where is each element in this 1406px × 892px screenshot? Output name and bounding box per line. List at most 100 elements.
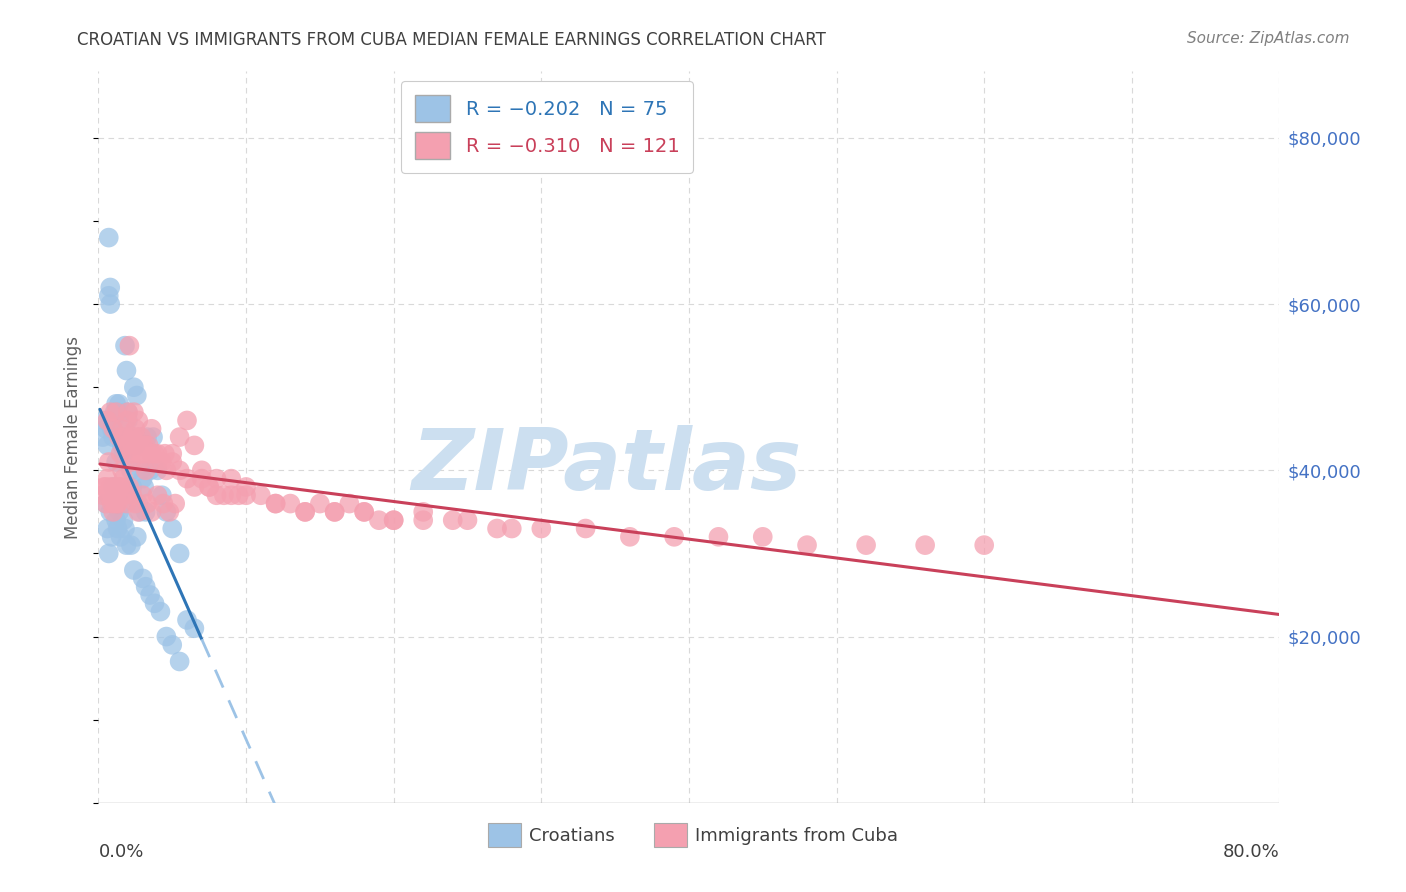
Point [353, 505, 375, 519]
Point [162, 447, 183, 461]
Point [115, 497, 138, 511]
Point [128, 505, 150, 519]
Point [250, 488, 273, 502]
Point [117, 405, 139, 419]
Point [114, 488, 136, 502]
Point [100, 422, 122, 436]
Point [110, 480, 132, 494]
Point [176, 413, 198, 427]
Point [183, 621, 205, 635]
Point [191, 463, 214, 477]
Point [96, 521, 118, 535]
Point [97, 230, 120, 244]
Point [110, 530, 132, 544]
Point [530, 521, 553, 535]
Point [135, 580, 157, 594]
Point [94, 480, 117, 494]
Point [183, 438, 205, 452]
Point [368, 513, 391, 527]
Point [97, 546, 120, 560]
Point [796, 538, 818, 552]
Point [120, 463, 142, 477]
Point [107, 521, 129, 535]
Point [96, 438, 118, 452]
Point [105, 397, 128, 411]
Point [124, 438, 146, 452]
Point [294, 505, 316, 519]
Point [103, 413, 125, 427]
FancyBboxPatch shape [488, 823, 522, 847]
Point [132, 438, 155, 452]
Point [176, 613, 198, 627]
Point [150, 455, 173, 469]
Point [117, 405, 139, 419]
Point [169, 463, 191, 477]
Point [139, 463, 162, 477]
Point [100, 530, 122, 544]
Text: Croatians: Croatians [530, 827, 616, 845]
Point [98, 505, 121, 519]
Point [118, 480, 141, 494]
Point [141, 447, 163, 461]
Point [139, 588, 162, 602]
Point [129, 430, 152, 444]
Point [107, 497, 129, 511]
Point [294, 505, 316, 519]
Point [132, 488, 155, 502]
Point [183, 480, 205, 494]
Point [486, 521, 509, 535]
Point [141, 422, 163, 436]
Point [235, 480, 257, 494]
Point [169, 655, 191, 669]
Point [108, 430, 131, 444]
Point [104, 497, 127, 511]
Point [111, 422, 134, 436]
Point [111, 463, 134, 477]
Point [105, 455, 128, 469]
Point [125, 388, 148, 402]
Point [264, 497, 287, 511]
Point [135, 438, 157, 452]
Point [155, 463, 177, 477]
Point [112, 447, 135, 461]
Text: ZIPatlas: ZIPatlas [411, 425, 801, 508]
Point [619, 530, 641, 544]
Text: 0.0%: 0.0% [98, 843, 143, 861]
Point [280, 497, 302, 511]
Point [104, 497, 127, 511]
Point [382, 513, 405, 527]
Point [97, 455, 120, 469]
Point [169, 430, 191, 444]
Point [98, 280, 121, 294]
Point [94, 497, 117, 511]
Text: 80.0%: 80.0% [1223, 843, 1279, 861]
Point [111, 497, 134, 511]
Point [100, 488, 122, 502]
Point [121, 488, 143, 502]
Point [128, 430, 150, 444]
Point [134, 480, 156, 494]
Point [205, 472, 228, 486]
Point [914, 538, 936, 552]
Point [93, 413, 115, 427]
Point [114, 338, 136, 352]
Point [146, 447, 169, 461]
Point [146, 455, 169, 469]
Point [96, 413, 118, 427]
Point [117, 413, 139, 427]
Point [205, 488, 228, 502]
Point [127, 497, 149, 511]
Point [108, 397, 131, 411]
Point [198, 480, 221, 494]
Point [382, 513, 405, 527]
Point [162, 638, 183, 652]
Point [128, 447, 150, 461]
Point [141, 505, 163, 519]
Point [115, 538, 138, 552]
Point [153, 447, 176, 461]
Point [162, 455, 183, 469]
Text: Source: ZipAtlas.com: Source: ZipAtlas.com [1187, 31, 1350, 46]
Point [114, 438, 136, 452]
Point [752, 530, 775, 544]
Point [155, 630, 177, 644]
